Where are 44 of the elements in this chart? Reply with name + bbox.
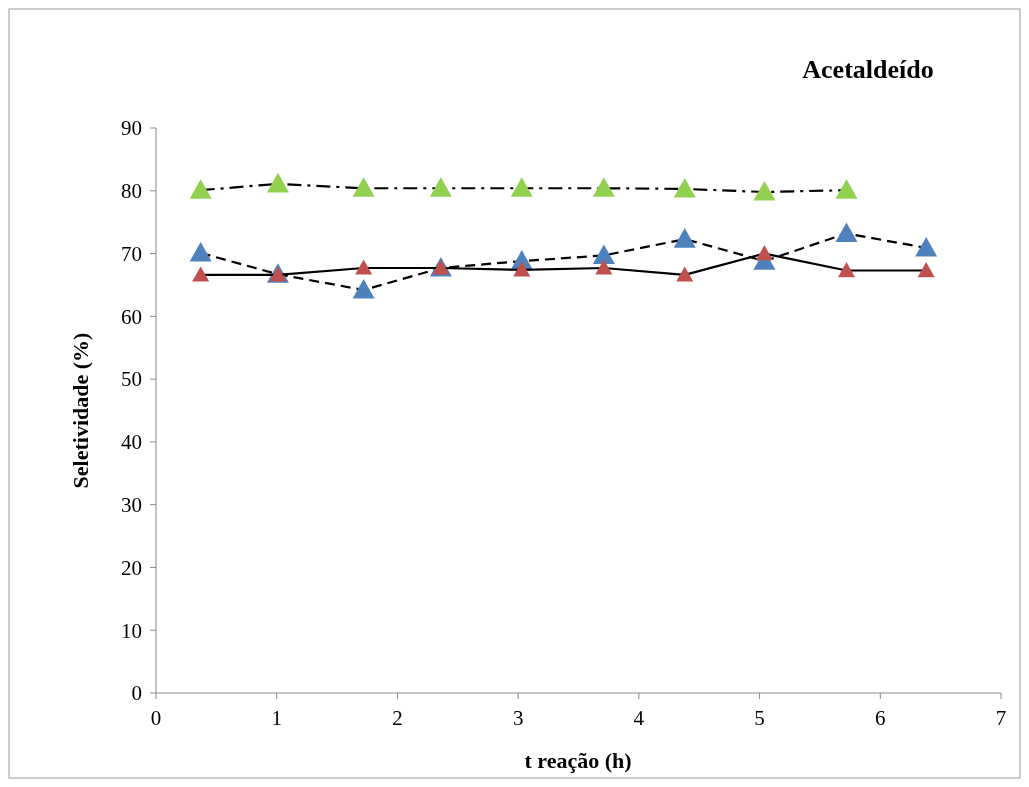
- y-tick-label: 30: [121, 493, 142, 518]
- y-tick-label: 70: [121, 241, 142, 266]
- point: [355, 259, 373, 275]
- x-tick-label: 6: [875, 706, 886, 730]
- chart-title: Acetaldeído: [802, 55, 934, 84]
- point: [189, 179, 212, 199]
- point: [837, 262, 855, 278]
- y-tick-label: 60: [121, 304, 142, 329]
- point: [592, 244, 615, 265]
- point: [835, 179, 858, 199]
- y-tick-label: 20: [121, 555, 142, 580]
- point: [266, 172, 289, 193]
- point: [513, 261, 531, 277]
- y-tick-label: 0: [131, 681, 142, 706]
- y-tick-label: 10: [121, 618, 142, 643]
- point: [673, 228, 696, 248]
- y-tick-label: 40: [121, 430, 142, 455]
- y-tick-label: 50: [121, 367, 142, 392]
- point: [915, 236, 938, 257]
- x-tick-label: 7: [995, 706, 1007, 730]
- point: [429, 177, 452, 197]
- point: [352, 177, 375, 197]
- x-axis-title: t reação (h): [524, 748, 632, 773]
- x-tick-label: 4: [633, 706, 645, 730]
- point: [753, 181, 776, 201]
- point: [592, 177, 615, 197]
- x-tick-label: 0: [150, 706, 162, 730]
- point: [352, 278, 375, 299]
- point: [755, 245, 773, 261]
- y-tick-label: 90: [121, 116, 142, 141]
- y-tick-label: 80: [121, 179, 142, 204]
- y-axis-title: Seletividade (%): [68, 332, 93, 489]
- x-tick-label: 3: [512, 706, 524, 730]
- x-tick-label: 5: [754, 706, 765, 730]
- point: [595, 259, 613, 275]
- x-tick-label: 2: [392, 706, 403, 730]
- x-tick-label: 1: [271, 706, 282, 730]
- point: [192, 266, 210, 282]
- point: [835, 222, 858, 243]
- point: [189, 241, 212, 262]
- point: [673, 177, 696, 198]
- point: [510, 177, 533, 197]
- point: [676, 266, 694, 282]
- point: [917, 262, 935, 278]
